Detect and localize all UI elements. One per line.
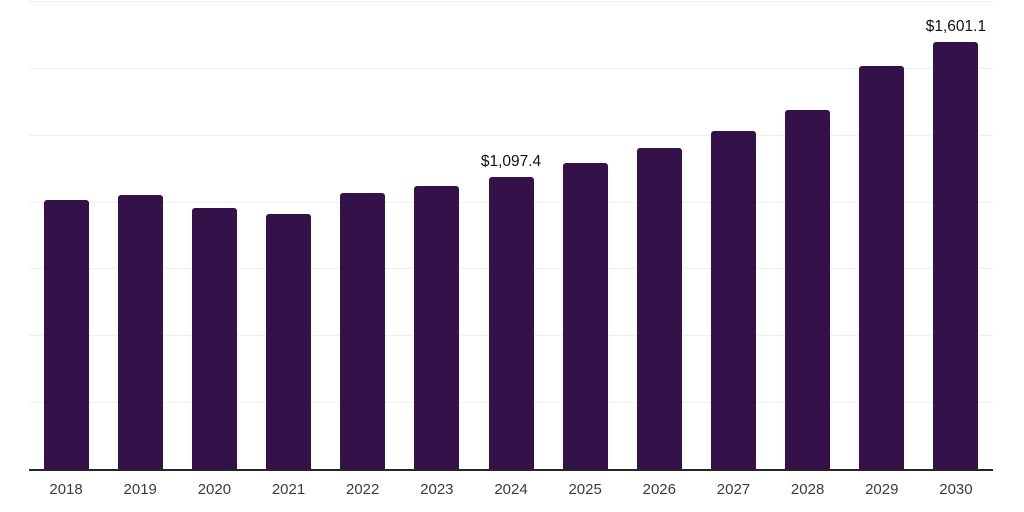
data-label-2030: $1,601.1 [925,18,987,36]
gridline-1250 [29,134,993,136]
x-tick-2029: 2029 [865,481,899,498]
x-tick-2025: 2025 [568,481,602,498]
x-tick-2022: 2022 [346,481,380,498]
bar-2019 [117,195,163,470]
x-tick-2026: 2026 [642,481,676,498]
bar-2025 [562,163,608,470]
bar-2020 [191,207,237,470]
bar-2023 [414,186,460,470]
x-tick-2018: 2018 [49,481,83,498]
bar-2021 [266,214,312,470]
plot-area: $1,097.4 $1,601.1 [29,1,993,470]
bar-2018 [43,199,89,470]
bar-2024 [488,176,534,470]
x-tick-2019: 2019 [123,481,157,498]
x-tick-2028: 2028 [790,481,825,498]
bar-2026 [636,148,682,470]
gridline-1750 [29,1,993,2]
gridline-1500 [29,67,993,69]
x-tick-2024: 2024 [494,481,528,498]
x-axis-line [29,469,993,471]
x-tick-2027: 2027 [716,481,751,498]
bar-2030 [933,41,979,470]
data-label-2024: $1,097.4 [480,153,542,171]
bar-2029 [859,65,905,470]
x-tick-2021: 2021 [271,481,306,498]
bar-2028 [785,110,831,470]
bar-2027 [710,131,756,470]
x-tick-2030: 2030 [939,481,973,498]
x-tick-2023: 2023 [420,481,454,498]
x-tick-2020: 2020 [197,481,232,498]
x-axis-tick-labels: 2018 2019 2020 2021 2022 2023 2024 2025 2026 2027… [29,481,993,503]
bar-2022 [340,193,386,470]
